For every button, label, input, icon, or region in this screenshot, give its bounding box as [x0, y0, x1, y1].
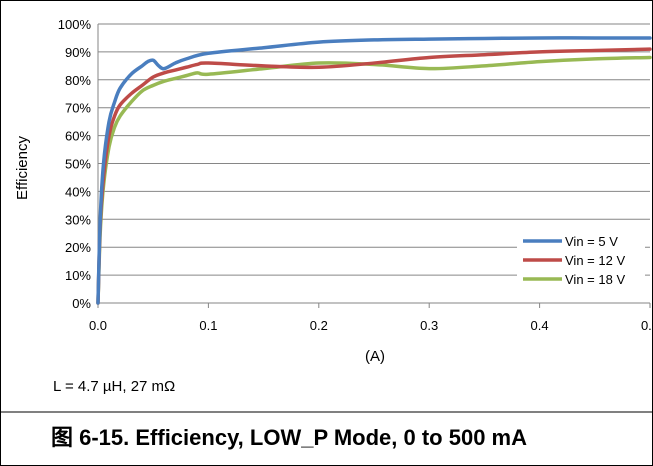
legend-label: Vin = 12 V: [565, 253, 625, 268]
figure-caption: 图 6-15. Efficiency, LOW_P Mode, 0 to 500…: [51, 420, 527, 452]
x-tick-label: 0.4: [531, 318, 549, 333]
y-tick-label: 90%: [65, 45, 91, 60]
legend: Vin = 5 V Vin = 12 V Vin = 18 V: [517, 229, 645, 292]
inductor-note: L = 4.7 µH, 27 mΩ: [53, 378, 175, 395]
legend-label: Vin = 18 V: [565, 272, 625, 287]
x-axis-label: (A): [365, 348, 385, 365]
x-tick-label: 0.1: [199, 318, 217, 333]
y-tick-label: 40%: [65, 184, 91, 199]
x-tick-label: 0.2: [310, 318, 328, 333]
x-tick-label: 0.0: [89, 318, 107, 333]
y-tick-label: 80%: [65, 73, 91, 88]
x-tick-label: 0.3: [420, 318, 438, 333]
y-tick-label: 70%: [65, 101, 91, 116]
y-tick-label: 50%: [65, 157, 91, 172]
y-tick-label: 60%: [65, 129, 91, 144]
y-tick-label: 20%: [65, 240, 91, 255]
y-tick-label: 30%: [65, 212, 91, 227]
x-tick-label: 0.5: [641, 318, 653, 333]
y-tick-label: 100%: [58, 17, 92, 32]
y-tick-label: 10%: [65, 268, 91, 283]
y-tick-label: 0%: [72, 296, 91, 311]
y-axis-label: Efficiency: [14, 136, 31, 200]
legend-label: Vin = 5 V: [565, 234, 618, 249]
